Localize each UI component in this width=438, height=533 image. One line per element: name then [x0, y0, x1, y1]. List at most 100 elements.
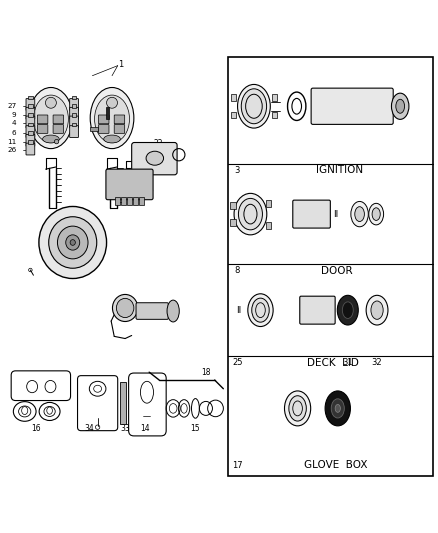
Text: 15: 15 [190, 424, 200, 433]
Text: DECK  LID: DECK LID [307, 358, 359, 368]
Ellipse shape [95, 95, 130, 143]
Ellipse shape [289, 395, 306, 421]
Text: 7: 7 [57, 130, 61, 136]
Text: IGNITION: IGNITION [315, 165, 363, 175]
FancyBboxPatch shape [132, 142, 177, 175]
Bar [139, 197, 145, 205]
FancyBboxPatch shape [26, 126, 35, 138]
Text: 32: 32 [371, 358, 381, 367]
Ellipse shape [248, 294, 273, 327]
Ellipse shape [42, 135, 59, 143]
FancyBboxPatch shape [26, 116, 35, 128]
Ellipse shape [39, 206, 106, 279]
FancyBboxPatch shape [26, 134, 35, 146]
FancyBboxPatch shape [106, 169, 153, 200]
Text: 25: 25 [232, 358, 243, 367]
Text: 17: 17 [232, 461, 243, 470]
Ellipse shape [241, 89, 267, 124]
FancyBboxPatch shape [26, 107, 35, 119]
Bar [72, 95, 76, 99]
Bar [115, 197, 120, 205]
Ellipse shape [29, 87, 73, 149]
Text: 18: 18 [201, 368, 211, 377]
Text: 14: 14 [140, 424, 150, 433]
Bar [72, 104, 76, 108]
FancyBboxPatch shape [311, 88, 393, 124]
Bar [121, 197, 126, 205]
Ellipse shape [337, 295, 358, 325]
Text: 22: 22 [153, 139, 163, 148]
Ellipse shape [335, 405, 340, 413]
FancyBboxPatch shape [53, 125, 64, 133]
Ellipse shape [70, 240, 75, 245]
Ellipse shape [49, 217, 97, 268]
Bar [266, 222, 272, 229]
FancyBboxPatch shape [53, 115, 64, 124]
FancyBboxPatch shape [114, 125, 125, 133]
Bar [133, 197, 138, 205]
Text: 31: 31 [343, 358, 353, 367]
Bar [230, 220, 236, 227]
Text: 4: 4 [12, 120, 16, 126]
FancyBboxPatch shape [37, 115, 48, 124]
Text: 9: 9 [12, 111, 16, 118]
Ellipse shape [57, 226, 88, 259]
Ellipse shape [355, 207, 364, 222]
FancyBboxPatch shape [99, 125, 109, 133]
Text: 11: 11 [7, 139, 16, 144]
Ellipse shape [117, 298, 134, 318]
FancyBboxPatch shape [70, 126, 78, 138]
FancyBboxPatch shape [136, 303, 168, 319]
Ellipse shape [351, 201, 368, 227]
Ellipse shape [46, 98, 57, 108]
Text: 8: 8 [235, 266, 240, 276]
Text: 26: 26 [7, 147, 16, 154]
Ellipse shape [104, 135, 120, 143]
Bar [231, 111, 236, 118]
Ellipse shape [106, 98, 117, 108]
FancyBboxPatch shape [26, 99, 35, 110]
FancyBboxPatch shape [37, 125, 48, 133]
Text: 34: 34 [84, 424, 94, 433]
Text: 12: 12 [42, 137, 51, 143]
Text: 33: 33 [120, 424, 130, 433]
Bar [90, 127, 98, 131]
Ellipse shape [343, 302, 353, 318]
Ellipse shape [366, 295, 388, 325]
Ellipse shape [167, 300, 179, 322]
Ellipse shape [331, 399, 344, 418]
Text: 6: 6 [12, 130, 16, 136]
Text: 3: 3 [235, 166, 240, 175]
Bar [28, 104, 32, 108]
Ellipse shape [288, 92, 306, 120]
Text: 5: 5 [57, 120, 61, 126]
Text: 27: 27 [7, 103, 16, 109]
Text: DOOR: DOOR [321, 266, 353, 276]
Bar [72, 123, 76, 126]
FancyBboxPatch shape [70, 116, 78, 128]
Ellipse shape [113, 294, 138, 321]
Ellipse shape [146, 151, 163, 165]
Bar [272, 94, 277, 101]
Ellipse shape [369, 204, 384, 225]
Ellipse shape [325, 391, 350, 426]
Bar [231, 94, 236, 101]
Text: 20: 20 [145, 187, 155, 196]
FancyBboxPatch shape [70, 99, 78, 110]
Ellipse shape [252, 298, 269, 322]
FancyBboxPatch shape [70, 107, 78, 119]
Bar [272, 111, 277, 118]
Ellipse shape [33, 95, 68, 143]
FancyBboxPatch shape [300, 296, 335, 324]
Bar [28, 123, 32, 126]
Ellipse shape [371, 301, 383, 319]
Text: 28: 28 [52, 103, 61, 109]
FancyBboxPatch shape [114, 115, 125, 124]
Text: 30: 30 [90, 121, 99, 127]
Bar [72, 113, 76, 117]
Ellipse shape [392, 93, 409, 119]
Bar [28, 131, 32, 135]
Text: 16: 16 [32, 424, 41, 433]
Bar [230, 202, 236, 209]
FancyBboxPatch shape [26, 143, 35, 155]
